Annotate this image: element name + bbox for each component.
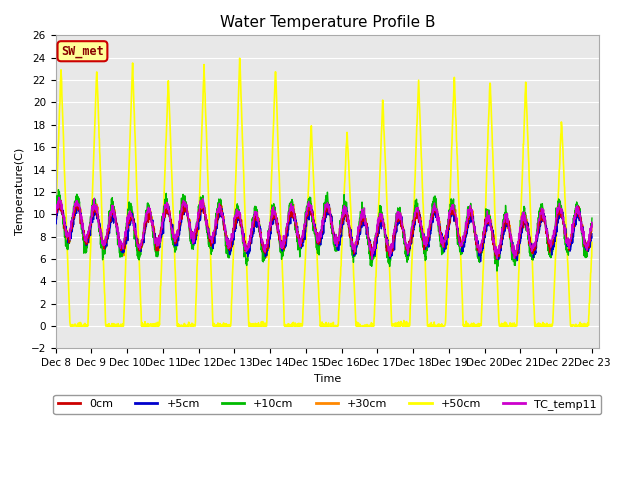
0cm: [52, 215, 60, 220]
Y-axis label: Temperature(C): Temperature(C): [15, 148, 25, 236]
0cm: [79, 226, 87, 232]
+30cm: [56, 195, 63, 201]
+5cm: [588, 231, 596, 237]
+50cm: [79, 323, 87, 329]
Line: 0cm: 0cm: [56, 199, 592, 259]
+10cm: [299, 235, 307, 240]
+30cm: [52, 217, 60, 223]
+5cm: [313, 234, 321, 240]
+50cm: [52, 221, 60, 227]
+5cm: [474, 247, 482, 253]
+30cm: [299, 232, 307, 238]
Title: Water Temperature Profile B: Water Temperature Profile B: [220, 15, 435, 30]
Legend: 0cm, +5cm, +10cm, +30cm, +50cm, TC_temp11: 0cm, +5cm, +10cm, +30cm, +50cm, TC_temp1…: [54, 395, 601, 414]
TC_temp11: [55, 194, 63, 200]
Line: +5cm: +5cm: [56, 203, 592, 262]
+10cm: [52, 203, 60, 208]
+50cm: [236, 55, 244, 61]
+50cm: [67, 323, 74, 329]
+50cm: [313, 251, 321, 256]
TC_temp11: [299, 232, 307, 238]
0cm: [55, 196, 63, 202]
0cm: [588, 222, 596, 228]
TC_temp11: [573, 209, 580, 215]
+5cm: [55, 200, 63, 205]
+5cm: [573, 214, 580, 220]
TC_temp11: [573, 204, 580, 209]
+50cm: [475, 321, 483, 326]
+50cm: [588, 240, 596, 245]
0cm: [313, 233, 321, 239]
0cm: [573, 209, 580, 215]
Line: TC_temp11: TC_temp11: [56, 197, 592, 260]
+50cm: [573, 323, 580, 328]
+10cm: [313, 243, 321, 249]
Line: +30cm: +30cm: [56, 198, 592, 260]
+5cm: [79, 223, 87, 229]
+5cm: [52, 217, 60, 223]
TC_temp11: [313, 237, 321, 242]
Line: +10cm: +10cm: [56, 190, 592, 271]
+30cm: [588, 222, 596, 228]
0cm: [299, 239, 307, 245]
+5cm: [573, 212, 580, 218]
+30cm: [313, 239, 321, 245]
+5cm: [299, 242, 307, 248]
+10cm: [573, 199, 580, 205]
+30cm: [573, 211, 580, 217]
+30cm: [474, 246, 482, 252]
+30cm: [79, 228, 87, 234]
0cm: [573, 206, 580, 212]
TC_temp11: [368, 257, 376, 263]
+10cm: [474, 255, 482, 261]
+5cm: [477, 259, 484, 264]
+10cm: [54, 187, 62, 192]
Line: +50cm: +50cm: [56, 58, 592, 326]
X-axis label: Time: Time: [314, 373, 341, 384]
+10cm: [588, 215, 596, 221]
0cm: [474, 242, 482, 248]
+10cm: [493, 268, 501, 274]
0cm: [493, 256, 500, 262]
+50cm: [299, 315, 307, 321]
+10cm: [79, 238, 87, 243]
+10cm: [573, 200, 580, 206]
+50cm: [573, 323, 580, 329]
TC_temp11: [475, 242, 483, 248]
TC_temp11: [79, 225, 87, 231]
Text: SW_met: SW_met: [61, 45, 104, 58]
+30cm: [573, 201, 580, 206]
TC_temp11: [52, 203, 60, 209]
TC_temp11: [588, 224, 596, 230]
+30cm: [511, 257, 518, 263]
